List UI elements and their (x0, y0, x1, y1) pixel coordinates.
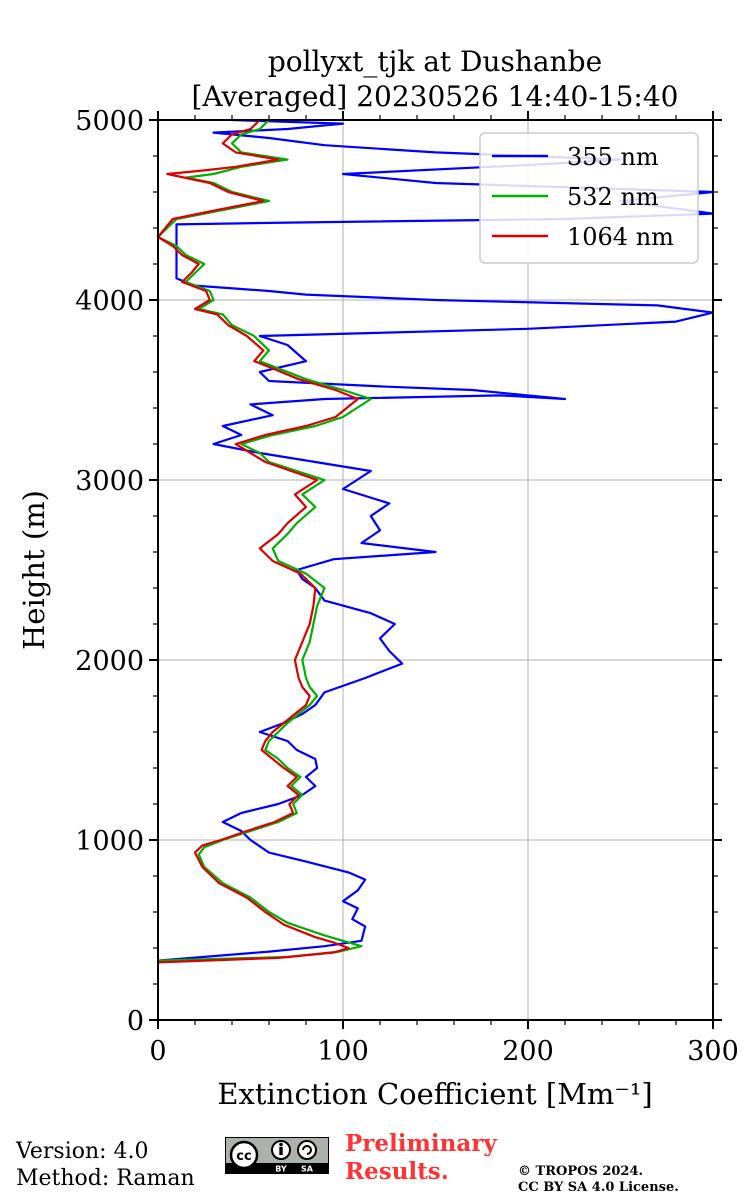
series-line-1064-nm (156, 119, 359, 964)
y-tick-label: 4000 (75, 286, 144, 317)
chart-title: pollyxt_tjk at Dushanbe (268, 45, 602, 78)
copyright-line1: © TROPOS 2024. (518, 1164, 644, 1179)
sa-badge-text: SA (301, 1165, 314, 1174)
version-label: Version: 4.0 (16, 1139, 149, 1164)
series-line-355-nm (157, 118, 715, 962)
legend-label-1064: 1064 nm (567, 223, 674, 251)
legend-box (479, 132, 699, 264)
cc-by-sa-icon: cc BY SA (225, 1137, 329, 1174)
x-tick-label: 0 (149, 1036, 166, 1067)
x-tick-label: 300 (687, 1036, 739, 1067)
x-tick-label: 100 (317, 1036, 369, 1067)
copyright-note: © TROPOS 2024. CC BY SA 4.0 License. (518, 1164, 679, 1196)
legend-label-532: 532 nm (567, 183, 659, 211)
by-badge-text: BY (275, 1165, 287, 1174)
legend: 355 nm 532 nm 1064 nm (479, 132, 699, 264)
x-tick-label: 200 (502, 1036, 554, 1067)
version-info: Version: 4.0 Method: Raman (16, 1138, 195, 1192)
plot-frame (157, 119, 714, 1021)
y-axis-label: Height (m) (17, 490, 51, 650)
series-lines (156, 118, 715, 964)
y-tick-label: 3000 (75, 466, 144, 497)
copyright-line2: CC BY SA 4.0 License. (518, 1180, 679, 1195)
y-tick-label: 0 (127, 1006, 144, 1037)
preliminary-line2: Results. (345, 1158, 449, 1185)
method-label: Method: Raman (16, 1166, 195, 1191)
y-tick-label: 1000 (75, 826, 144, 857)
x-axis-label: Extinction Coefficient [Mm⁻¹] (217, 1077, 652, 1111)
y-tick-label: 5000 (75, 106, 144, 137)
y-tick-label: 2000 (75, 646, 144, 677)
series-line-532-nm (156, 119, 372, 962)
legend-label-355: 355 nm (567, 143, 659, 171)
chart-subtitle: [Averaged] 20230526 14:40-15:40 (192, 80, 679, 113)
preliminary-line1: Preliminary (345, 1130, 497, 1157)
preliminary-results-note: Preliminary Results. (345, 1130, 497, 1186)
cc-badge-text: cc (236, 1149, 251, 1164)
